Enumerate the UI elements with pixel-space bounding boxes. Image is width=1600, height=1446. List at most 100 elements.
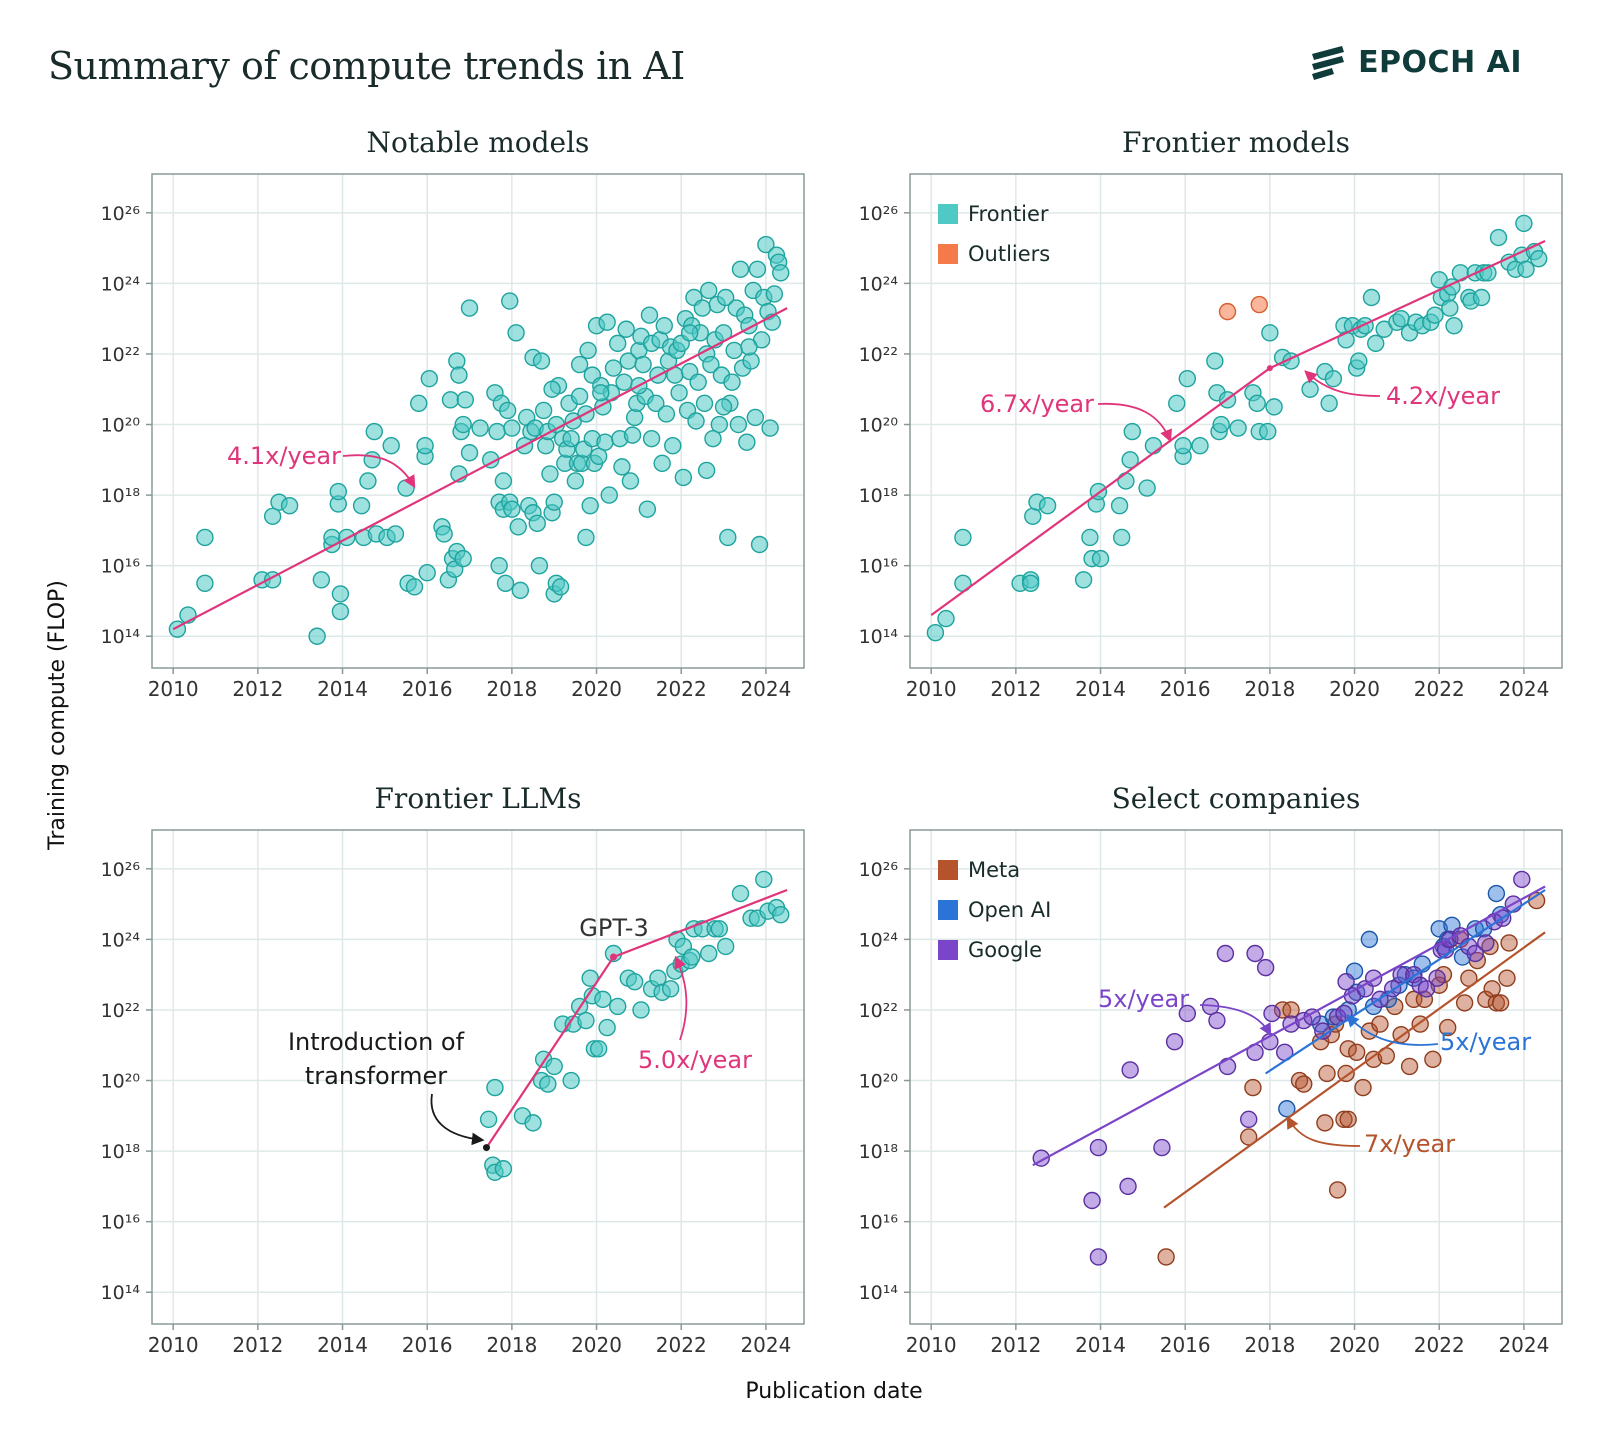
data-point (617, 320, 635, 338)
data-point (405, 578, 424, 596)
y-tick-label: 10¹⁶ (101, 1212, 140, 1234)
data-point (1081, 528, 1099, 547)
data-point (589, 1040, 608, 1058)
data-point (702, 355, 720, 374)
data-point (1360, 930, 1379, 949)
y-tick-label: 10²² (859, 344, 898, 366)
data-point (1123, 422, 1141, 441)
y-tick-label: 10²² (101, 1000, 140, 1022)
data-point (1295, 1075, 1313, 1093)
data-point (528, 514, 546, 533)
data-point (530, 556, 549, 575)
data-point (687, 412, 705, 430)
x-tick-label: 2024 (740, 1333, 791, 1357)
y-tick-label: 10²⁶ (859, 203, 898, 225)
data-point (1119, 1177, 1137, 1196)
data-point (496, 574, 515, 593)
trend-breakpoint (1266, 365, 1273, 372)
data-point (545, 1057, 563, 1076)
trend-label: 4.2x/year (1386, 382, 1500, 410)
data-point (488, 422, 506, 441)
annotation-arrow (342, 454, 416, 489)
data-point (537, 437, 555, 455)
epoch-logo-icon (1312, 46, 1345, 80)
trend-line (930, 367, 1271, 616)
data-point (1091, 549, 1110, 568)
panel-title: Select companies (1112, 782, 1361, 815)
data-point (655, 317, 673, 335)
x-tick-label: 2010 (906, 1333, 957, 1357)
data-point (954, 528, 972, 547)
y-tick-label: 10²² (859, 1000, 898, 1022)
data-point (382, 437, 400, 455)
data-point (494, 472, 513, 490)
data-point (704, 429, 722, 448)
data-point (640, 306, 659, 324)
chart-panel-3: Frontier LLMs 2010 2012 2014 2016 2018 2020 202… (101, 782, 805, 1357)
data-point (1489, 228, 1508, 247)
data-point (670, 384, 688, 402)
x-tick-label: 2016 (402, 1333, 453, 1357)
data-point (534, 401, 553, 420)
data-point (1157, 1248, 1175, 1266)
x-tick-label: 2014 (1075, 1333, 1126, 1357)
data-point (1121, 451, 1139, 469)
data-point (1498, 969, 1516, 987)
data-point (757, 235, 775, 254)
x-tick-label: 2016 (1160, 677, 1211, 701)
data-point (609, 334, 627, 353)
data-point (509, 518, 527, 536)
data-point (1324, 1008, 1343, 1026)
x-axis-label: Publication date (745, 1379, 922, 1404)
data-point (1354, 1078, 1372, 1097)
legend-label: Meta (968, 858, 1020, 882)
data-point (1263, 1004, 1281, 1023)
x-tick-label: 2024 (1498, 677, 1549, 701)
data-point (598, 1018, 616, 1037)
data-point (1121, 1061, 1139, 1079)
data-point (479, 1110, 498, 1129)
data-point (418, 564, 436, 582)
y-tick-label: 10²⁴ (101, 273, 141, 295)
data-point (1364, 997, 1383, 1016)
data-point (625, 973, 644, 991)
data-point (1320, 394, 1338, 413)
trend-label: 7x/year (1364, 1130, 1455, 1158)
y-tick-label: 10¹⁶ (859, 556, 898, 578)
transformer-label-line2: transformer (305, 1062, 447, 1090)
chart-title: Summary of compute trends in AI (48, 44, 685, 88)
data-point (566, 472, 585, 490)
data-point (1466, 944, 1484, 963)
data-point (697, 461, 716, 480)
x-tick-label: 2022 (1414, 677, 1465, 701)
y-tick-label: 10¹⁸ (859, 485, 898, 507)
plot-frame (151, 829, 805, 1325)
brand-name: EPOCH AI (1358, 44, 1522, 80)
y-axis-label: Training compute (FLOP) (45, 580, 70, 851)
data-point (507, 324, 525, 342)
data-point (716, 288, 735, 307)
data-point (742, 352, 760, 370)
data-point (450, 366, 468, 384)
data-point (642, 429, 661, 448)
y-tick-label: 10¹⁸ (101, 485, 140, 507)
data-point (1424, 1050, 1442, 1069)
data-point (740, 338, 758, 356)
data-point (329, 482, 347, 501)
data-point (503, 500, 521, 518)
data-point (937, 609, 955, 628)
legend-label: Frontier (968, 202, 1049, 226)
panel-title: Frontier models (1122, 126, 1350, 159)
trend-label: 5.0x/year (638, 1046, 752, 1074)
legend-label: Google (968, 938, 1042, 962)
data-point (1513, 870, 1531, 889)
data-point (494, 1160, 513, 1178)
x-tick-label: 2018 (1244, 677, 1295, 701)
data-point (1487, 884, 1506, 903)
data-point (1339, 1040, 1357, 1058)
data-point (386, 525, 405, 543)
data-point (1244, 1078, 1262, 1097)
data-point (1441, 299, 1459, 317)
data-point (579, 341, 597, 360)
data-point (1110, 496, 1129, 515)
